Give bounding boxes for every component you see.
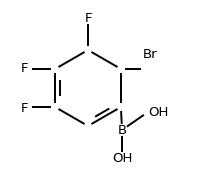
Text: OH: OH xyxy=(148,105,168,118)
Text: Br: Br xyxy=(143,48,158,61)
Text: F: F xyxy=(84,12,92,24)
Text: F: F xyxy=(20,61,28,75)
Text: F: F xyxy=(20,101,28,115)
Text: OH: OH xyxy=(112,152,132,164)
Text: B: B xyxy=(117,124,127,136)
